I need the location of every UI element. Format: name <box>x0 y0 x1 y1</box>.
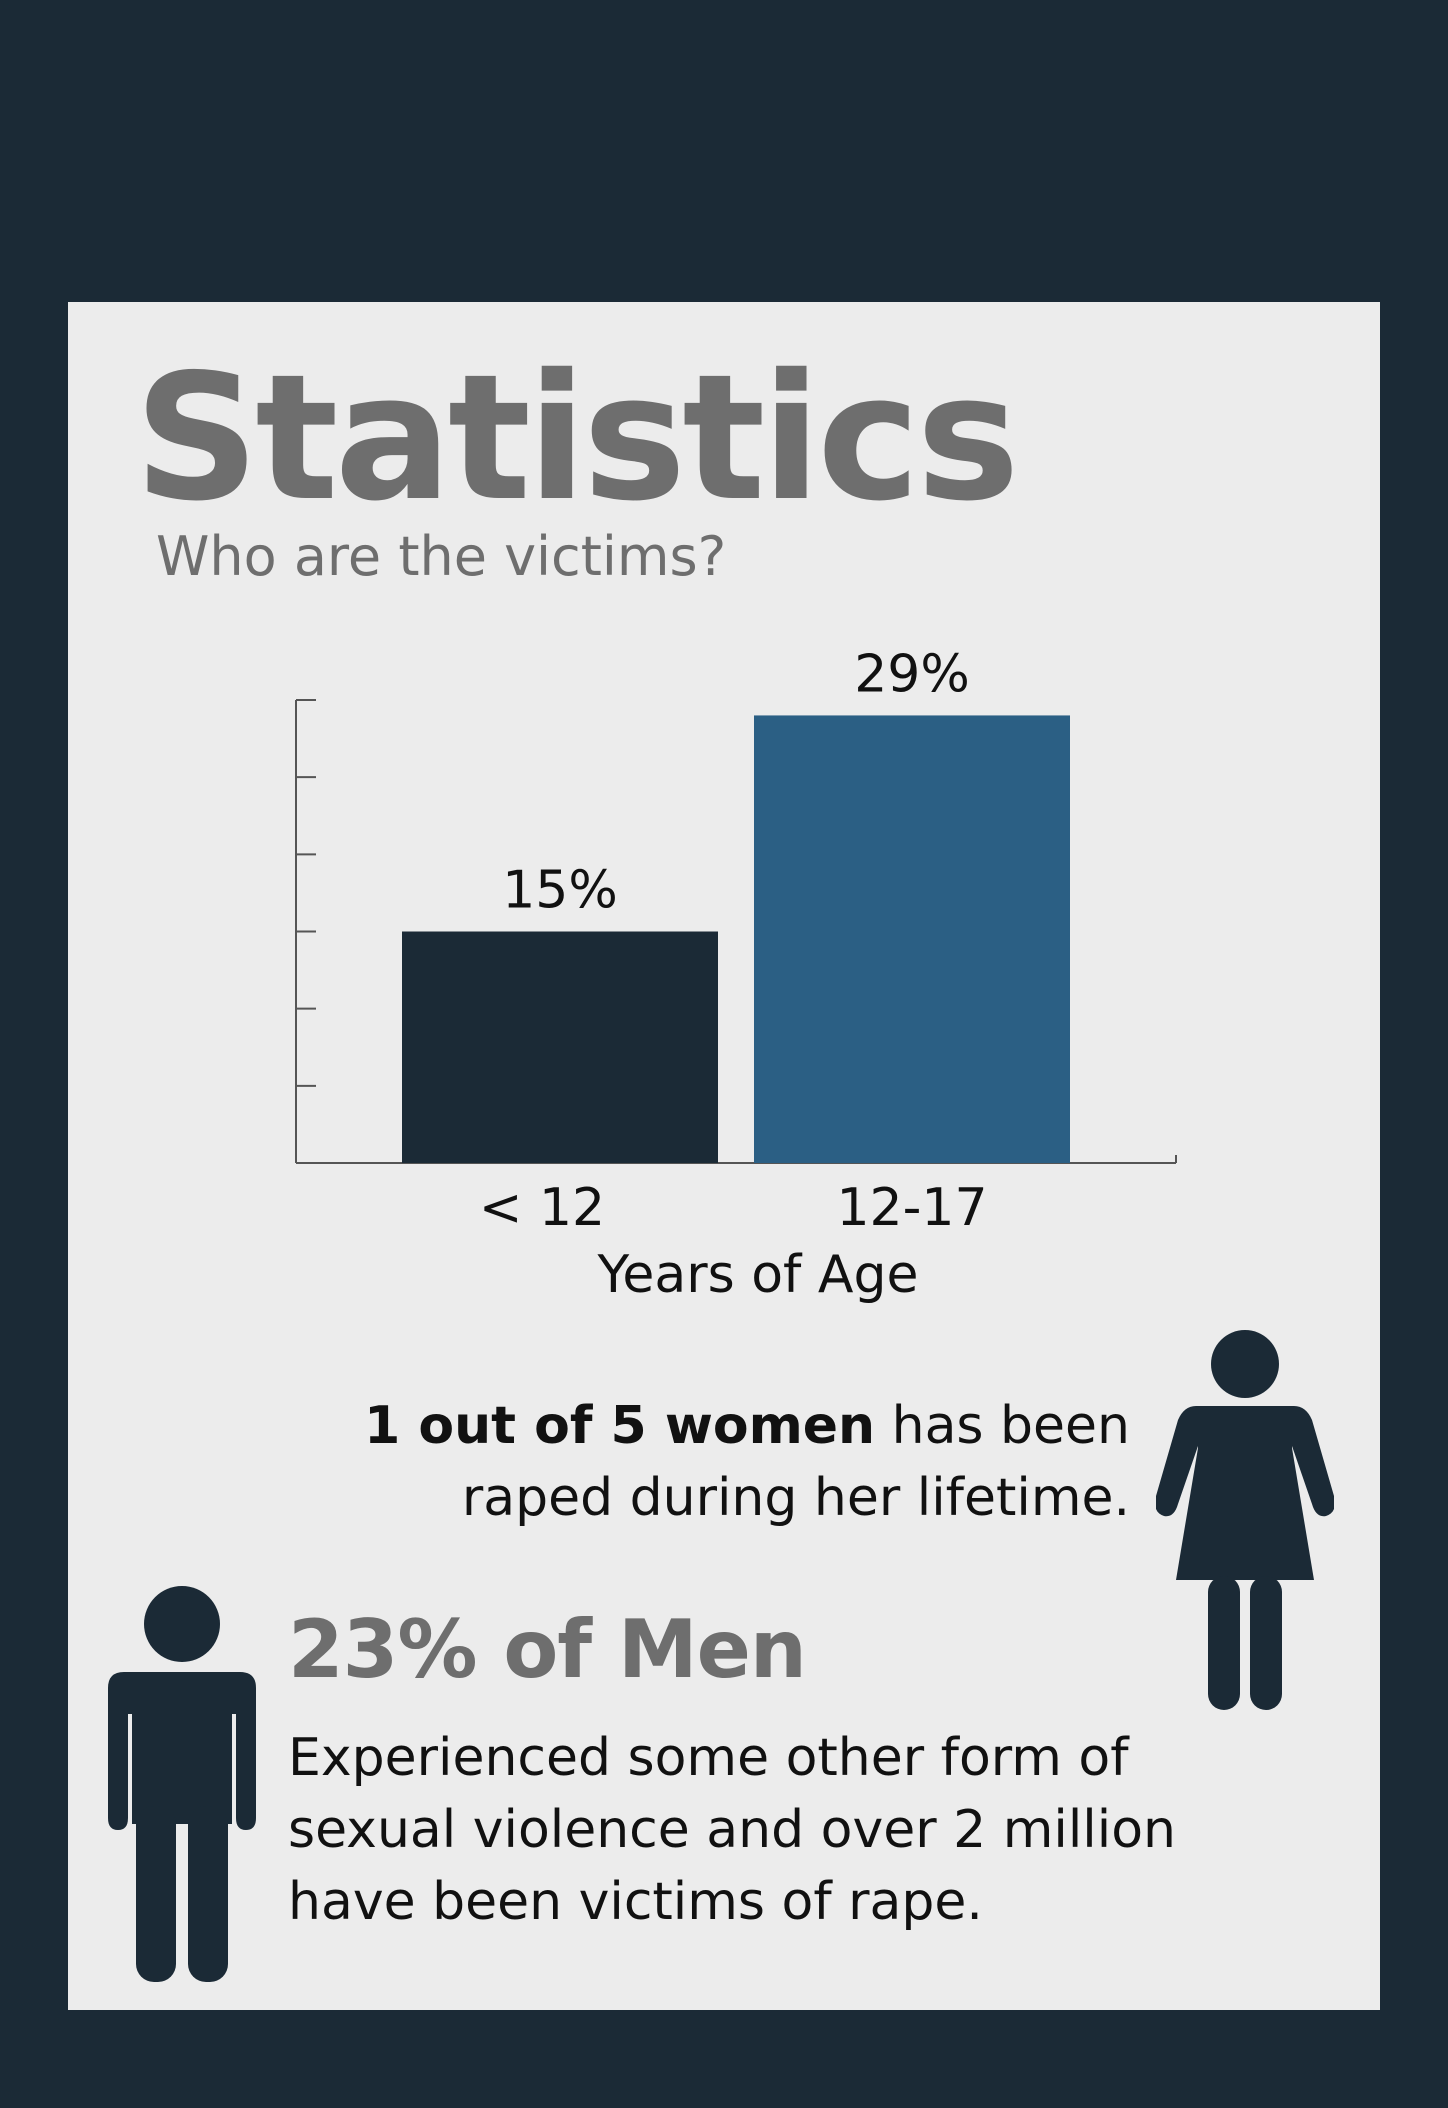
bar-value-label: 15% <box>502 861 618 921</box>
page-subtitle: Who are the victims? <box>156 525 727 588</box>
x-tick-label: 12-17 <box>836 1178 987 1238</box>
bar <box>402 931 718 1163</box>
women-statistic-text: has been raped during her lifetime. <box>461 1396 1130 1528</box>
woman-icon <box>1156 1330 1334 1710</box>
bar-chart: 15% < 12 29% 12-17 Years of Age <box>295 644 1177 1305</box>
x-tick-label: < 12 <box>479 1178 605 1238</box>
man-icon <box>108 1586 256 1982</box>
men-statistic-title: 23% of Men <box>288 1603 807 1696</box>
x-axis-label: Years of Age <box>597 1245 919 1305</box>
bar <box>754 715 1070 1163</box>
men-statistic-text: Experienced some other form of sexual vi… <box>288 1728 1176 1932</box>
bar-value-label: 29% <box>854 644 970 704</box>
women-statistic-bold: 1 out of 5 women <box>364 1396 876 1456</box>
content-panel: Statistics Who are the victims? 15% < 12 2… <box>68 302 1380 2010</box>
women-statistic: 1 out of 5 women has been raped during h… <box>230 1390 1130 1534</box>
page-title: Statistics <box>134 337 1020 540</box>
